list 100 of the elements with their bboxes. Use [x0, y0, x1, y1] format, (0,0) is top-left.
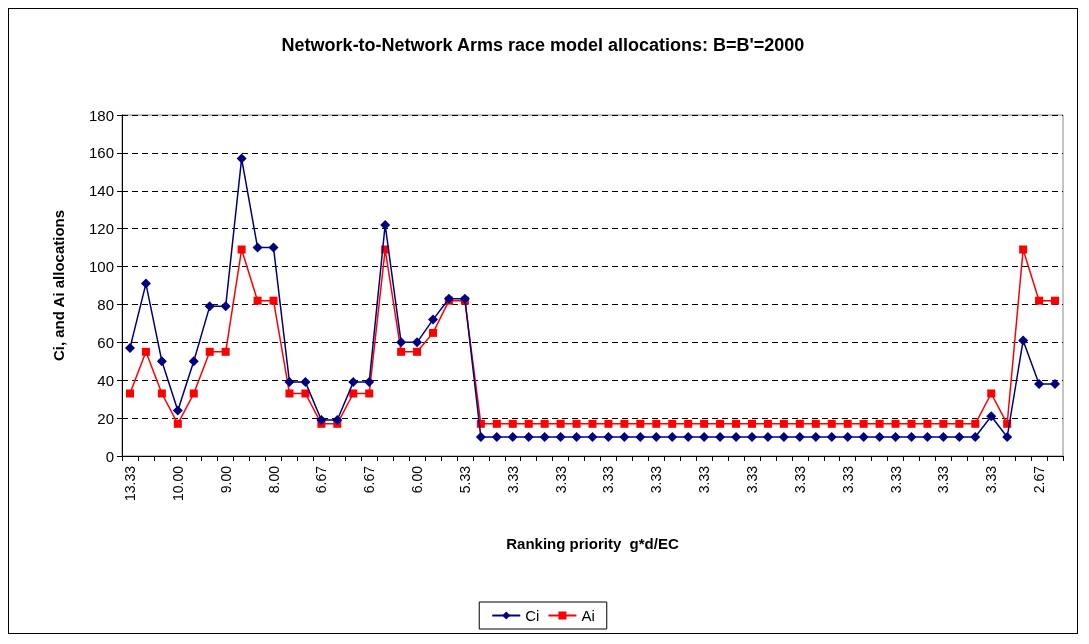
- point: [236, 153, 247, 164]
- x-tick-label: 3.33: [600, 465, 617, 494]
- y-tick-label: 80: [97, 295, 114, 313]
- x-tick-label: 6.67: [313, 465, 330, 494]
- point: [955, 419, 964, 428]
- point: [572, 419, 581, 428]
- point: [285, 389, 294, 398]
- point: [140, 278, 151, 289]
- point: [524, 419, 533, 428]
- point: [253, 296, 262, 305]
- point: [284, 377, 295, 388]
- point: [365, 389, 374, 398]
- point: [763, 419, 772, 428]
- x-tick-label: 8.00: [265, 465, 282, 494]
- point: [667, 432, 678, 443]
- point: [221, 347, 230, 356]
- point: [1034, 379, 1045, 390]
- point: [539, 432, 550, 443]
- y-tick-label: 60: [97, 333, 114, 351]
- point: [269, 296, 278, 305]
- point: [587, 432, 598, 443]
- point: [413, 347, 422, 356]
- point: [619, 432, 630, 443]
- chart-title: Network-to-Network Arms race model allocations: B=B'=2000: [281, 35, 805, 55]
- point: [795, 419, 804, 428]
- point: [556, 419, 565, 428]
- point: [907, 419, 916, 428]
- point: [125, 389, 134, 398]
- point: [1035, 296, 1044, 305]
- x-tick-label: 6.00: [409, 465, 426, 494]
- point: [157, 389, 166, 398]
- point: [939, 419, 948, 428]
- point: [205, 347, 214, 356]
- y-tick-label: 100: [88, 258, 114, 276]
- point: [874, 432, 885, 443]
- point: [220, 301, 231, 312]
- point: [716, 419, 725, 428]
- point: [811, 419, 820, 428]
- y-tick-label: 0: [105, 447, 114, 465]
- point: [555, 432, 566, 443]
- x-axis-title: Ranking priority g*d/EC: [506, 535, 679, 552]
- x-tick-label: 3.33: [552, 465, 569, 494]
- point: [189, 389, 198, 398]
- point: [348, 377, 359, 388]
- point: [204, 301, 215, 312]
- y-tick-label: 180: [88, 106, 114, 124]
- point: [891, 419, 900, 428]
- point: [364, 377, 375, 388]
- x-tick-label: 3.33: [791, 465, 808, 494]
- point: [715, 432, 726, 443]
- point: [316, 415, 327, 426]
- point: [858, 432, 869, 443]
- point: [1002, 432, 1013, 443]
- x-tick-label: 3.33: [887, 465, 904, 494]
- point: [571, 432, 582, 443]
- legend-label: Ci: [525, 607, 540, 624]
- point: [699, 432, 710, 443]
- legend-label: Ai: [581, 607, 595, 624]
- point: [1018, 335, 1029, 346]
- point: [188, 356, 199, 367]
- x-tick-label: 3.33: [696, 465, 713, 494]
- point: [986, 411, 997, 422]
- y-tick-label: 140: [88, 182, 114, 200]
- point: [588, 419, 597, 428]
- y-tick-label: 120: [88, 220, 114, 238]
- point: [604, 419, 613, 428]
- point: [603, 432, 614, 443]
- point: [508, 419, 517, 428]
- point: [428, 314, 439, 325]
- point: [349, 389, 358, 398]
- point: [156, 356, 167, 367]
- x-tick-label: 10.00: [169, 465, 186, 502]
- point: [762, 432, 773, 443]
- point: [397, 347, 406, 356]
- point: [779, 419, 788, 428]
- point: [875, 419, 884, 428]
- y-tick-label: 40: [97, 371, 114, 389]
- point: [491, 432, 502, 443]
- y-tick-label: 20: [97, 409, 114, 427]
- point: [842, 432, 853, 443]
- point: [412, 337, 423, 348]
- point: [668, 419, 677, 428]
- point: [636, 419, 645, 428]
- point: [651, 432, 662, 443]
- point: [507, 432, 518, 443]
- point: [970, 432, 981, 443]
- x-tick-label: 3.33: [743, 465, 760, 494]
- point: [923, 419, 932, 428]
- x-tick-label: 2.67: [1031, 465, 1048, 494]
- point: [300, 377, 311, 388]
- point: [683, 432, 694, 443]
- point: [731, 432, 742, 443]
- point: [746, 432, 757, 443]
- point: [700, 419, 709, 428]
- point: [922, 432, 933, 443]
- point: [938, 432, 949, 443]
- point: [843, 419, 852, 428]
- point: [237, 245, 246, 254]
- point: [778, 432, 789, 443]
- point: [954, 432, 965, 443]
